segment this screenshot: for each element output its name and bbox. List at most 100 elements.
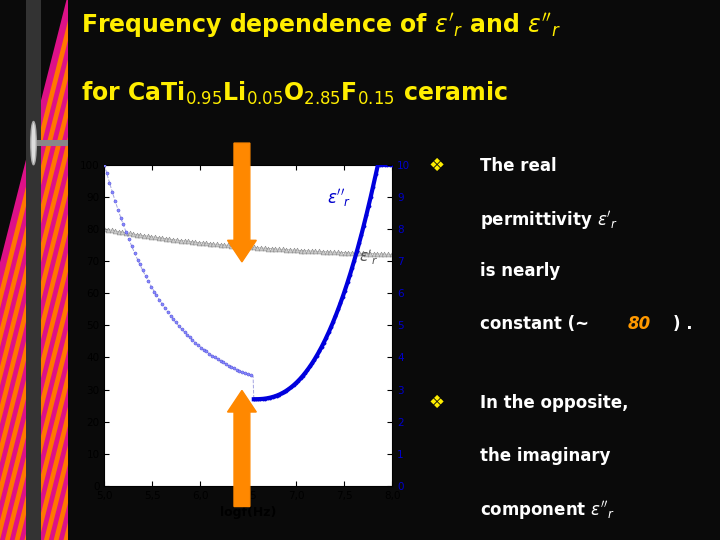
Polygon shape: [0, 436, 68, 540]
Point: [222, 361, 234, 370]
Point: [112, 206, 124, 214]
Point: [377, 160, 388, 169]
Point: [356, 231, 367, 239]
Point: [132, 255, 143, 264]
Polygon shape: [0, 146, 68, 443]
Point: [305, 362, 316, 370]
Point: [195, 343, 207, 352]
Point: [165, 312, 176, 320]
Polygon shape: [0, 359, 68, 540]
Polygon shape: [0, 11, 68, 308]
Point: [189, 338, 201, 347]
Point: [271, 391, 283, 400]
Polygon shape: [0, 185, 68, 482]
Text: is nearly: is nearly: [480, 262, 560, 280]
Polygon shape: [0, 243, 68, 540]
Text: $\varepsilon'_r$: $\varepsilon'_r$: [359, 248, 378, 267]
Point: [325, 322, 337, 331]
Polygon shape: [0, 301, 68, 540]
Point: [248, 395, 260, 403]
Point: [179, 328, 190, 336]
Point: [206, 351, 217, 360]
Point: [320, 334, 332, 342]
Text: ❖: ❖: [428, 394, 444, 412]
Point: [330, 312, 341, 321]
Point: [300, 369, 311, 377]
Point: [342, 278, 354, 286]
Text: Frequency dependence of $\varepsilon'_r$ and $\varepsilon''_r$: Frequency dependence of $\varepsilon'_r$…: [81, 12, 562, 40]
Point: [292, 377, 304, 386]
Polygon shape: [0, 31, 68, 328]
Point: [351, 246, 363, 255]
Point: [167, 315, 179, 323]
Point: [209, 353, 220, 362]
Point: [156, 300, 168, 308]
Point: [239, 369, 251, 377]
Point: [242, 370, 253, 379]
Text: constant (~: constant (~: [480, 315, 588, 333]
Point: [346, 264, 358, 273]
Polygon shape: [0, 262, 68, 540]
Point: [363, 201, 374, 210]
Point: [251, 395, 262, 403]
Point: [333, 305, 344, 313]
Point: [200, 347, 212, 356]
Point: [307, 359, 318, 367]
Point: [365, 192, 377, 201]
Text: ❖: ❖: [428, 157, 444, 174]
Polygon shape: [0, 127, 68, 424]
Point: [101, 168, 112, 177]
Point: [148, 287, 160, 296]
Point: [129, 249, 140, 258]
Point: [117, 220, 129, 228]
Point: [361, 211, 372, 219]
Point: [358, 222, 369, 231]
Point: [150, 291, 162, 300]
Point: [379, 160, 391, 169]
Point: [145, 282, 157, 291]
Point: [337, 293, 348, 301]
Point: [276, 389, 288, 397]
Point: [302, 366, 313, 375]
Point: [288, 381, 300, 390]
Point: [203, 349, 215, 358]
Point: [253, 395, 264, 403]
Polygon shape: [0, 108, 68, 405]
Point: [387, 160, 398, 169]
Point: [335, 299, 346, 307]
Point: [295, 374, 307, 382]
Text: the imaginary: the imaginary: [480, 447, 610, 464]
Text: $\varepsilon''_r$: $\varepsilon''_r$: [327, 187, 351, 209]
Point: [236, 368, 248, 376]
Point: [339, 286, 351, 295]
Point: [153, 295, 165, 304]
Point: [318, 338, 330, 347]
Point: [173, 321, 184, 330]
Point: [137, 266, 148, 274]
Point: [134, 260, 145, 268]
Point: [316, 342, 328, 351]
Point: [220, 360, 231, 368]
Polygon shape: [0, 89, 68, 386]
Point: [99, 160, 110, 169]
Polygon shape: [0, 205, 68, 502]
Point: [290, 379, 302, 388]
Point: [176, 325, 187, 333]
Point: [248, 395, 260, 403]
Point: [286, 383, 297, 391]
Point: [126, 242, 138, 251]
Point: [215, 357, 226, 366]
Point: [269, 392, 281, 401]
Polygon shape: [0, 494, 68, 540]
Point: [115, 214, 127, 222]
Point: [374, 160, 386, 169]
Polygon shape: [0, 455, 68, 540]
Point: [283, 385, 294, 394]
Point: [370, 170, 382, 179]
Point: [260, 394, 271, 403]
Polygon shape: [0, 475, 68, 540]
Point: [281, 387, 292, 395]
Point: [184, 333, 195, 342]
Text: 80: 80: [628, 315, 651, 333]
Point: [344, 271, 356, 280]
